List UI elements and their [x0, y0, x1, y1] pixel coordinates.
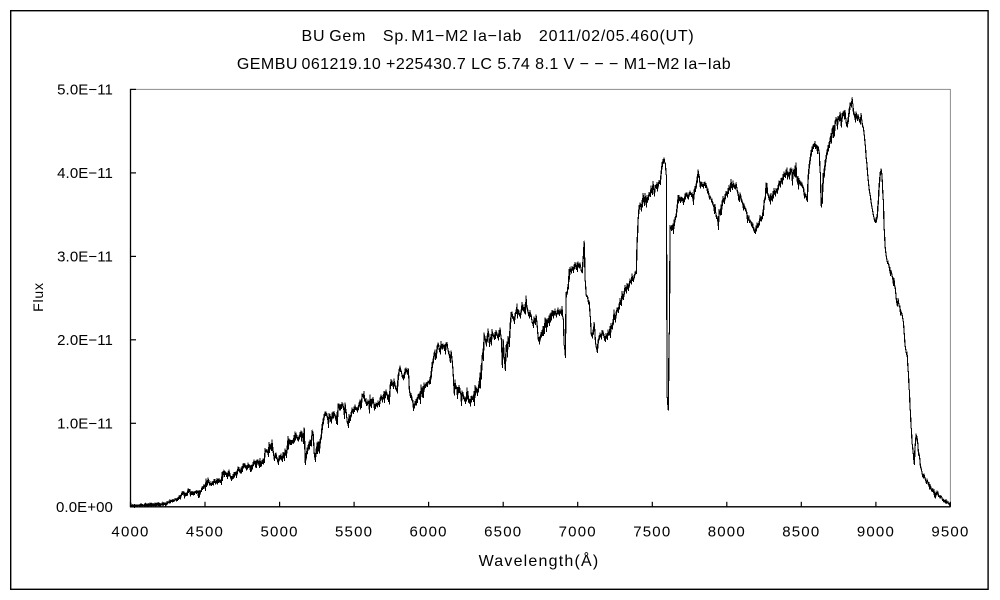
svg-text:4.0E−11: 4.0E−11 — [57, 165, 113, 182]
svg-text:7500: 7500 — [633, 524, 671, 541]
svg-text:Wavelength(Å): Wavelength(Å) — [479, 551, 600, 570]
svg-text:1.0E−11: 1.0E−11 — [57, 416, 113, 433]
svg-text:9000: 9000 — [857, 524, 895, 541]
svg-text:0.0E+00: 0.0E+00 — [56, 499, 113, 516]
svg-text:4000: 4000 — [111, 524, 149, 541]
svg-text:4500: 4500 — [186, 524, 224, 541]
svg-text:6500: 6500 — [484, 524, 522, 541]
svg-text:8500: 8500 — [782, 524, 820, 541]
svg-text:5000: 5000 — [261, 524, 299, 541]
svg-text:2.0E−11: 2.0E−11 — [57, 332, 113, 349]
svg-text:7000: 7000 — [559, 524, 597, 541]
svg-text:5.0E−11: 5.0E−11 — [57, 82, 113, 99]
svg-text:6000: 6000 — [410, 524, 448, 541]
svg-text:5500: 5500 — [335, 524, 373, 541]
svg-text:GEMBU 061219.10 +225430.7 LC 5: GEMBU 061219.10 +225430.7 LC 5.74 8.1 V … — [237, 56, 731, 73]
svg-text:BU Gem Sp. M1−M2 Ia−Iab 2011/0: BU Gem Sp. M1−M2 Ia−Iab 2011/02/05.460(U… — [302, 28, 695, 45]
svg-text:8000: 8000 — [708, 524, 746, 541]
svg-text:Flux: Flux — [30, 282, 46, 312]
svg-text:9500: 9500 — [931, 524, 969, 541]
svg-text:3.0E−11: 3.0E−11 — [57, 249, 113, 266]
